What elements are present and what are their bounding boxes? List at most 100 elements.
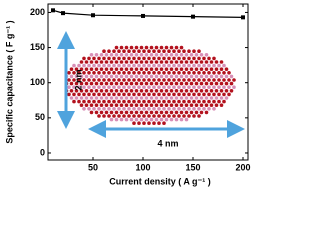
atom	[157, 99, 161, 104]
atom	[217, 99, 221, 104]
atom	[134, 89, 139, 93]
atom	[207, 107, 211, 111]
atom	[179, 117, 184, 122]
atom	[124, 110, 129, 115]
atom	[107, 49, 111, 53]
atom	[217, 92, 221, 97]
atom	[214, 81, 219, 86]
atom	[144, 110, 149, 115]
atom	[132, 114, 136, 118]
atom	[159, 60, 164, 64]
atom	[164, 74, 169, 79]
atom	[174, 96, 179, 100]
atom	[174, 81, 179, 86]
atom	[224, 89, 229, 93]
atom	[204, 60, 209, 64]
atom	[177, 99, 181, 104]
atom	[164, 89, 169, 93]
atom	[137, 114, 141, 118]
atom	[189, 96, 194, 100]
atom	[209, 81, 214, 86]
y-tick-label: 50	[35, 112, 45, 122]
atom	[182, 56, 186, 61]
atom	[202, 71, 206, 75]
atom	[169, 74, 174, 79]
atom	[114, 96, 119, 100]
atom	[67, 92, 71, 97]
atom	[147, 121, 151, 125]
atom	[94, 89, 99, 93]
atom	[167, 99, 171, 104]
atom	[79, 81, 84, 86]
atom	[202, 78, 206, 82]
atom	[82, 107, 86, 111]
atom	[157, 85, 161, 89]
atom	[157, 121, 161, 125]
atom	[159, 96, 164, 100]
atom	[192, 92, 196, 97]
atom	[204, 110, 209, 115]
atom	[169, 53, 174, 57]
atom	[159, 67, 164, 71]
atom	[172, 99, 176, 104]
atom	[164, 103, 169, 107]
atom	[212, 92, 216, 97]
atom	[124, 60, 129, 64]
atom	[134, 117, 139, 122]
atom	[139, 96, 144, 100]
atom	[132, 107, 136, 111]
atom	[89, 60, 94, 64]
atom	[222, 63, 226, 68]
atom	[162, 71, 166, 75]
atom	[172, 63, 176, 68]
atom	[152, 71, 156, 75]
atom	[82, 56, 86, 61]
atom	[152, 107, 156, 111]
atom	[99, 53, 104, 57]
atom	[182, 114, 186, 118]
atom	[184, 89, 189, 93]
atom	[137, 56, 141, 61]
atom	[89, 89, 94, 93]
atom	[127, 92, 131, 97]
atom	[179, 103, 184, 107]
atom	[127, 99, 131, 104]
atom	[104, 110, 109, 115]
atom	[84, 81, 89, 86]
atom	[84, 96, 89, 100]
atom	[159, 74, 164, 79]
atom	[142, 71, 146, 75]
atom	[144, 81, 149, 86]
atom	[147, 99, 151, 104]
atom	[189, 74, 194, 79]
atom	[79, 74, 84, 79]
atom	[167, 92, 171, 97]
atom	[162, 92, 166, 97]
atom	[159, 89, 164, 93]
atom	[179, 74, 184, 79]
atom	[107, 56, 111, 61]
atom	[169, 60, 174, 64]
atom	[192, 78, 196, 82]
atom	[127, 63, 131, 68]
atom	[219, 60, 224, 64]
atom	[142, 99, 146, 104]
atom	[207, 71, 211, 75]
atom	[139, 81, 144, 86]
atom	[212, 56, 216, 61]
atom	[172, 85, 176, 89]
atom	[154, 89, 159, 93]
atom	[154, 74, 159, 79]
atom	[179, 67, 184, 71]
atom	[137, 63, 141, 68]
atom	[149, 81, 154, 86]
atom	[122, 99, 126, 104]
atom	[214, 67, 219, 71]
atom	[154, 60, 159, 64]
atom	[84, 103, 89, 107]
atom	[92, 78, 96, 82]
atom	[202, 99, 206, 104]
atom	[74, 89, 79, 93]
atom	[124, 103, 129, 107]
atom	[222, 92, 226, 97]
